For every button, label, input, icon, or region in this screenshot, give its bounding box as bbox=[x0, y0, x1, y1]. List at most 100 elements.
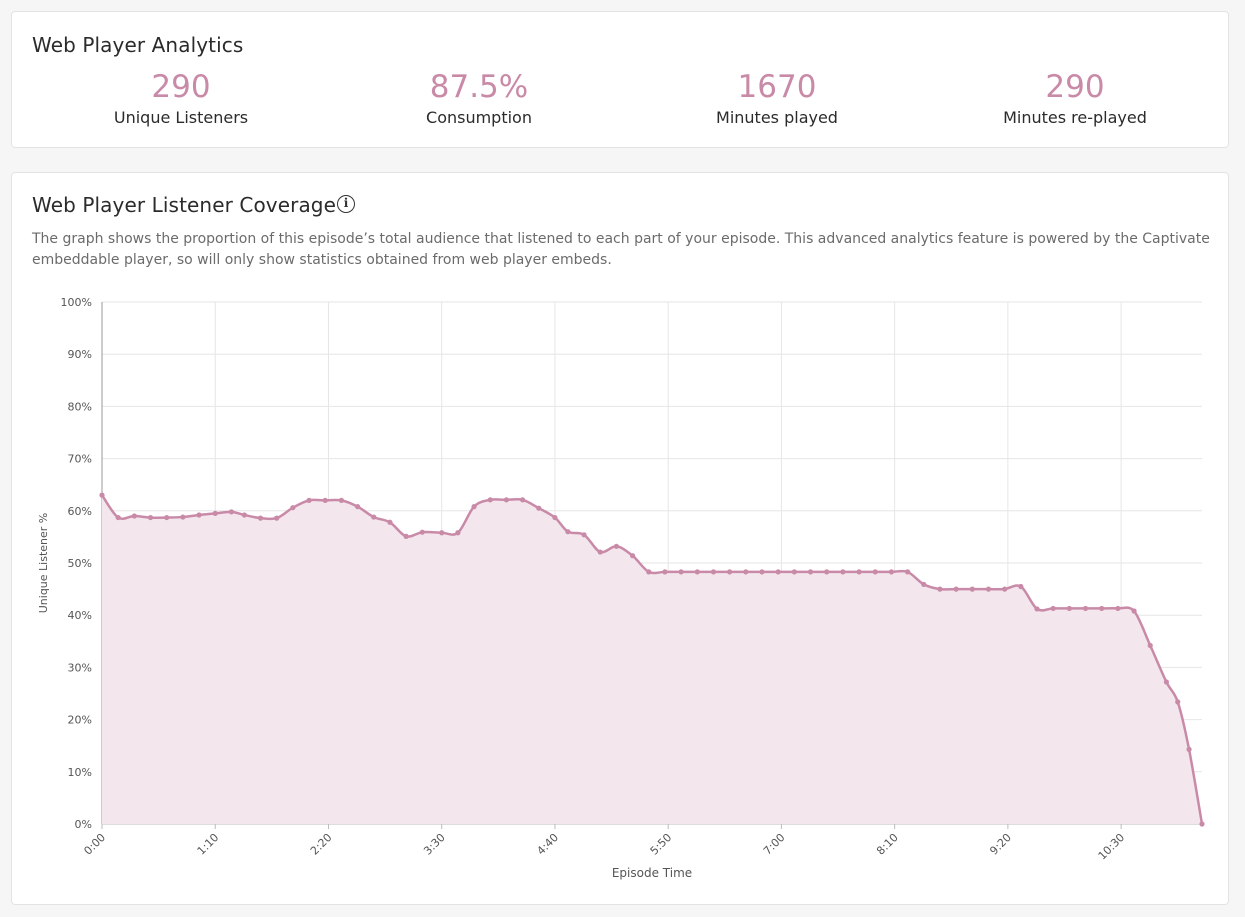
data-point bbox=[969, 586, 975, 592]
x-tick-label: 2:20 bbox=[308, 831, 335, 858]
data-point bbox=[1186, 746, 1192, 752]
x-tick-label: 9:20 bbox=[987, 831, 1014, 858]
data-point bbox=[257, 515, 264, 521]
stat-value: 290 bbox=[1045, 69, 1105, 105]
data-point bbox=[1131, 608, 1137, 614]
stat-label: Minutes re-played bbox=[1003, 108, 1147, 127]
y-tick-label: 30% bbox=[68, 661, 92, 674]
x-tick-label: 0:00 bbox=[81, 831, 108, 858]
x-tick-label: 3:30 bbox=[421, 831, 448, 858]
data-point bbox=[519, 497, 526, 503]
data-point bbox=[536, 505, 542, 511]
data-point bbox=[115, 514, 121, 521]
y-tick-label: 20% bbox=[68, 714, 92, 727]
stat-consumption: 87.5% Consumption bbox=[330, 67, 628, 128]
x-tick-label: 4:40 bbox=[534, 831, 561, 858]
data-point bbox=[985, 586, 992, 592]
data-point bbox=[1034, 606, 1040, 612]
stat-value: 290 bbox=[151, 69, 211, 105]
data-point bbox=[387, 519, 393, 525]
data-point bbox=[856, 569, 862, 575]
data-point bbox=[419, 529, 425, 535]
data-point bbox=[565, 529, 571, 535]
data-point bbox=[354, 504, 361, 510]
data-point bbox=[503, 497, 510, 503]
data-point bbox=[840, 569, 846, 575]
data-point bbox=[904, 569, 911, 575]
data-point bbox=[1115, 605, 1121, 612]
data-point bbox=[759, 569, 765, 575]
data-point bbox=[180, 514, 186, 520]
stat-minutes-played: 1670 Minutes played bbox=[628, 67, 926, 128]
y-tick-label: 50% bbox=[68, 557, 92, 570]
data-point bbox=[1147, 642, 1153, 649]
y-tick-label: 100% bbox=[61, 296, 92, 309]
data-point bbox=[937, 586, 943, 592]
data-point bbox=[727, 569, 733, 575]
data-point bbox=[807, 569, 814, 575]
data-point bbox=[678, 569, 684, 575]
coverage-title: Web Player Listener Coverage bbox=[32, 193, 337, 217]
data-point bbox=[646, 569, 652, 575]
data-point bbox=[131, 513, 137, 519]
data-point bbox=[403, 533, 409, 539]
data-point bbox=[597, 549, 603, 555]
series-line bbox=[100, 494, 1204, 825]
data-point bbox=[1018, 583, 1024, 590]
data-point bbox=[1099, 605, 1105, 612]
stat-value: 87.5% bbox=[429, 69, 529, 105]
data-point bbox=[1082, 605, 1089, 612]
data-point bbox=[953, 586, 959, 592]
data-point bbox=[306, 497, 312, 503]
data-point bbox=[1175, 699, 1181, 705]
data-point bbox=[743, 569, 749, 575]
data-point bbox=[1002, 586, 1008, 592]
info-icon[interactable]: i bbox=[337, 195, 355, 213]
data-point bbox=[710, 569, 717, 575]
coverage-description: The graph shows the proportion of this e… bbox=[32, 231, 1210, 268]
data-point bbox=[487, 497, 493, 503]
x-tick-label: 1:10 bbox=[195, 831, 222, 858]
x-tick-label: 10:30 bbox=[1096, 831, 1128, 863]
x-tick-label: 5:50 bbox=[648, 831, 675, 858]
y-tick-label: 60% bbox=[68, 505, 92, 518]
data-point bbox=[371, 514, 377, 520]
data-point bbox=[775, 569, 781, 575]
y-tick-label: 40% bbox=[68, 609, 92, 622]
data-point bbox=[455, 530, 461, 536]
data-point bbox=[921, 581, 927, 588]
data-point bbox=[694, 569, 700, 575]
data-point bbox=[322, 497, 328, 503]
data-point bbox=[581, 532, 587, 538]
data-point bbox=[629, 553, 636, 559]
data-point bbox=[552, 514, 558, 521]
y-tick-label: 90% bbox=[68, 348, 92, 361]
y-tick-label: 70% bbox=[68, 453, 92, 466]
data-point bbox=[212, 510, 218, 517]
data-point bbox=[241, 512, 247, 518]
data-point bbox=[196, 512, 202, 518]
data-point bbox=[1163, 679, 1170, 685]
data-point bbox=[613, 543, 620, 549]
data-point bbox=[338, 497, 345, 503]
data-point bbox=[791, 569, 797, 575]
data-point bbox=[290, 505, 296, 511]
stat-label: Unique Listeners bbox=[113, 108, 249, 127]
data-point bbox=[888, 569, 895, 575]
data-point bbox=[1199, 821, 1205, 827]
x-tick-label: 8:10 bbox=[874, 831, 901, 858]
data-point bbox=[164, 514, 170, 521]
data-point bbox=[99, 492, 105, 498]
data-point bbox=[147, 514, 154, 521]
x-axis-label: Episode Time bbox=[612, 866, 692, 880]
web-player-analytics-card: Web Player Analytics 290 Unique Listener… bbox=[11, 11, 1229, 148]
stat-label: Consumption bbox=[426, 108, 532, 127]
stat-minutes-replayed: 290 Minutes re-played bbox=[926, 67, 1224, 128]
data-point bbox=[274, 515, 280, 521]
x-tick-label: 7:00 bbox=[761, 831, 788, 858]
y-axis-label: Unique Listener % bbox=[37, 513, 50, 614]
y-tick-label: 80% bbox=[68, 400, 92, 413]
y-tick-label: 10% bbox=[68, 766, 92, 779]
data-point bbox=[824, 569, 830, 575]
stat-value: 1670 bbox=[737, 69, 817, 105]
